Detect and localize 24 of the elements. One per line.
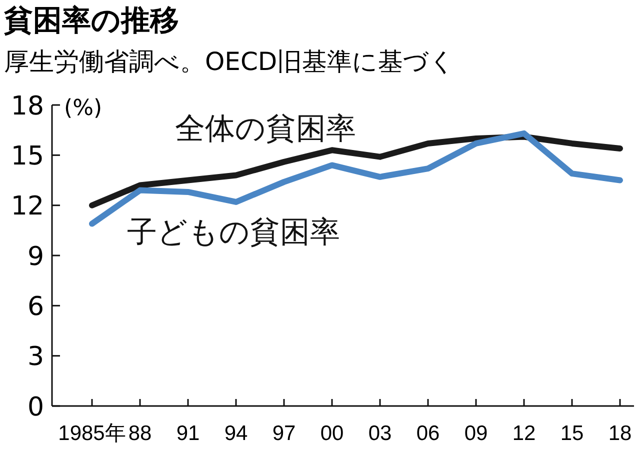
x-tick-label: 09 — [464, 422, 488, 445]
x-tick-label: 18 — [608, 422, 632, 445]
y-tick-label: 9 — [27, 242, 44, 272]
series-label: 子どもの貧困率 — [127, 214, 340, 250]
x-tick-label: 03 — [368, 422, 392, 445]
x-tick-label: 06 — [416, 422, 440, 445]
y-tick-label: 3 — [27, 342, 44, 372]
x-tick-label: 88 — [128, 422, 152, 445]
x-tick-label: 00 — [320, 422, 344, 445]
x-tick-label: 94 — [224, 422, 248, 445]
y-axis-title: (%) — [64, 96, 102, 121]
chart-subtitle: 厚生労働省調べ。OECD旧基準に基づく — [4, 47, 456, 76]
y-tick-label: 15 — [10, 142, 44, 172]
y-tick-label: 6 — [27, 292, 44, 322]
chart-title: 貧困率の推移 — [3, 3, 179, 37]
x-tick-label: 97 — [272, 422, 296, 445]
y-tick-label: 12 — [10, 192, 44, 222]
x-tick-label: 15 — [560, 422, 584, 445]
y-tick-label: 18 — [10, 91, 44, 122]
x-tick-label: 12 — [512, 422, 536, 445]
x-tick-label: 91 — [176, 422, 200, 445]
y-tick-label: 0 — [27, 392, 44, 422]
series-label: 全体の貧困率 — [175, 111, 356, 146]
x-tick-label: 1985年 — [58, 422, 126, 445]
